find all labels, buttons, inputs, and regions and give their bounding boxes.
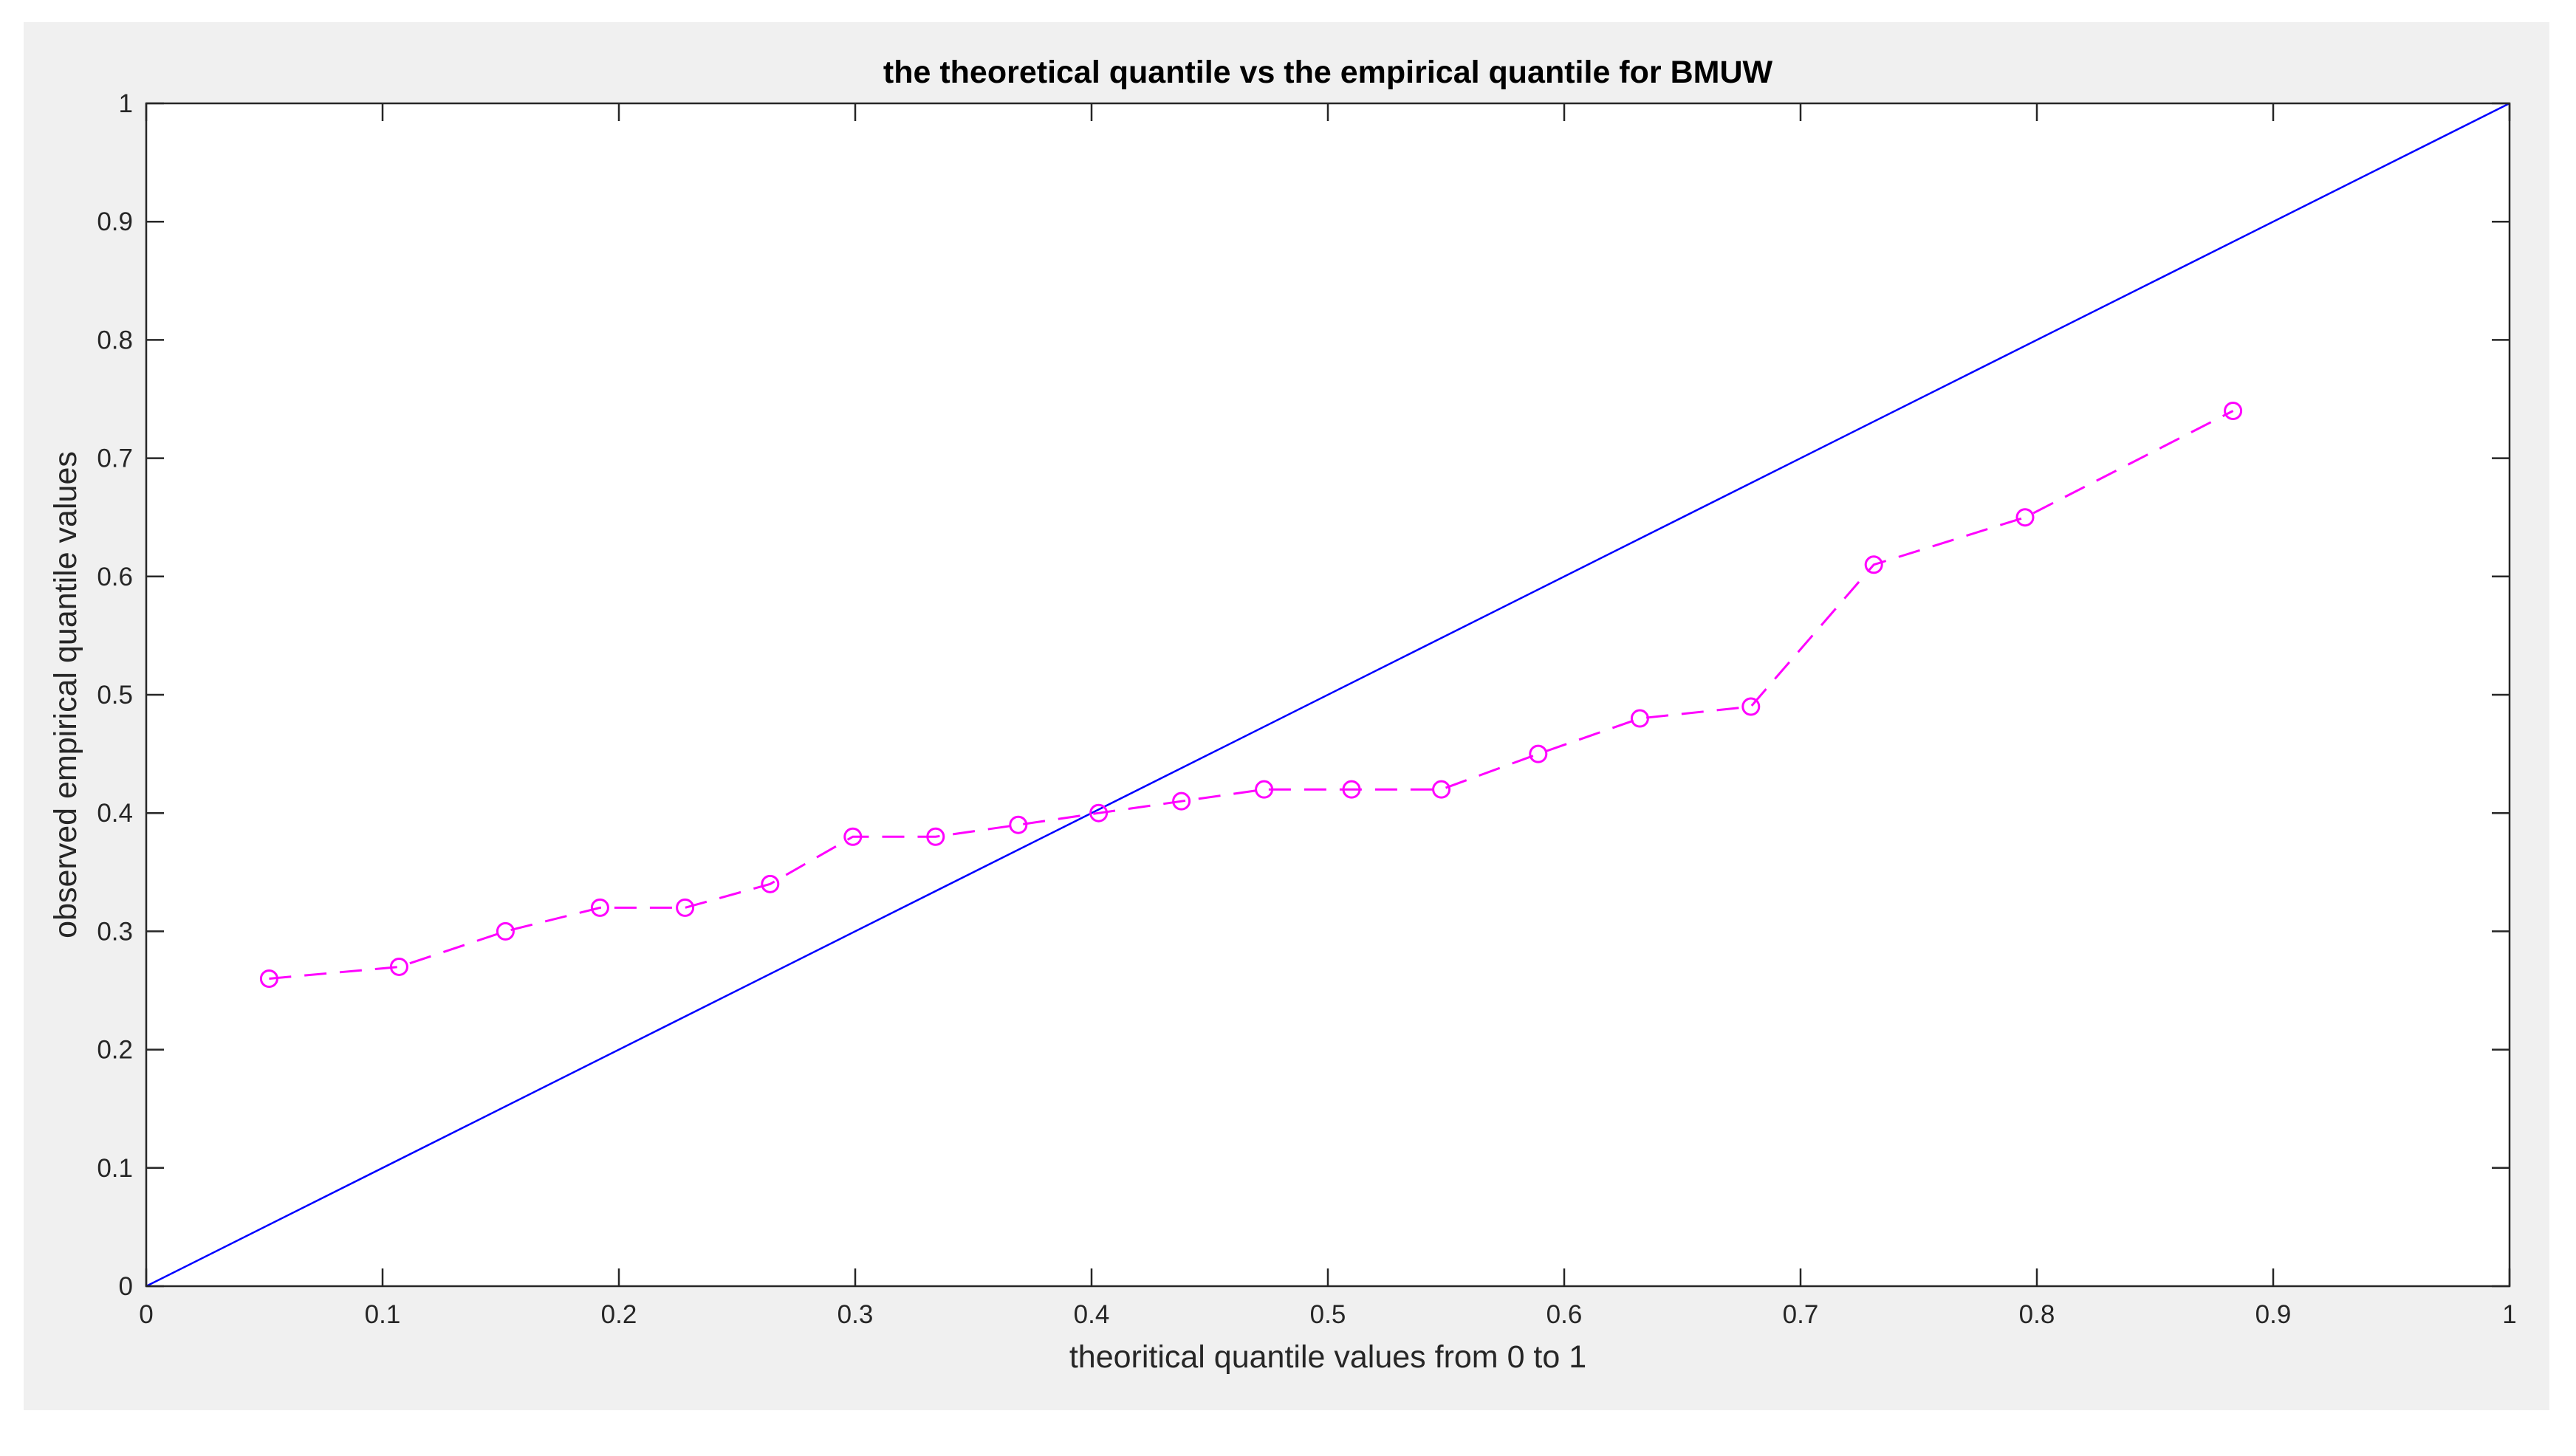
data-point-marker: [843, 827, 863, 846]
x-tick-label: 0.8: [2019, 1300, 2055, 1329]
y-tick-label: 0: [119, 1272, 133, 1301]
data-point-marker: [1089, 803, 1109, 823]
x-tick-label: 1: [2502, 1300, 2516, 1329]
ticks-layer: [145, 102, 2511, 1288]
data-point-marker: [1009, 815, 1028, 834]
data-point-marker: [2224, 402, 2243, 421]
y-tick-label: 0.5: [97, 681, 133, 710]
x-tick-labels: 0 0.1 0.2 0.3 0.4 0.5 0.6 0.7 0.8 0.9 1: [139, 1300, 2516, 1329]
data-point-marker: [926, 827, 945, 846]
x-tick-label: 0.5: [1310, 1300, 1346, 1329]
data-point-marker: [2015, 508, 2035, 527]
x-tick-label: 0: [139, 1300, 153, 1329]
y-tick-label: 0.9: [97, 207, 133, 236]
x-tick-label: 0.6: [1546, 1300, 1583, 1329]
data-point-marker: [496, 921, 515, 941]
data-point-marker: [389, 957, 408, 976]
series-layer: [145, 102, 2510, 1288]
data-point-marker: [1741, 697, 1761, 716]
x-tick-label: 0.7: [1783, 1300, 1819, 1329]
y-axis-label: observed empirical quantile values: [48, 451, 83, 938]
y-tick-labels: 0 0.1 0.2 0.3 0.4 0.5 0.6 0.7 0.8 0.9 1: [97, 89, 133, 1301]
y-tick-label: 0.3: [97, 917, 133, 946]
data-point-marker: [259, 969, 278, 988]
data-point-marker: [1342, 780, 1361, 799]
y-tick-label: 1: [119, 89, 133, 118]
data-point-marker: [1864, 555, 1883, 574]
data-point-marker: [1172, 791, 1191, 811]
x-tick-label: 0.1: [365, 1300, 401, 1329]
y-tick-label: 0.8: [97, 326, 133, 354]
x-tick-label: 0.4: [1074, 1300, 1110, 1329]
data-point-marker: [590, 898, 609, 917]
data-point-marker: [676, 898, 695, 917]
empirical-quantile-line: [269, 410, 2234, 980]
y-tick-label: 0.7: [97, 444, 133, 473]
data-point-marker: [1630, 709, 1649, 728]
x-tick-label: 0.3: [837, 1300, 874, 1329]
y-tick-label: 0.2: [97, 1036, 133, 1065]
data-point-marker: [761, 874, 780, 893]
data-point-marker: [1255, 780, 1274, 799]
y-tick-label: 0.4: [97, 799, 133, 828]
chart-title: the theoretical quantile vs the empirica…: [883, 55, 1773, 90]
data-point-marker: [1432, 780, 1451, 799]
y-tick-label: 0.1: [97, 1154, 133, 1183]
axes-box: [145, 102, 2511, 1288]
x-tick-label: 0.9: [2255, 1300, 2292, 1329]
y-tick-label: 0.6: [97, 563, 133, 591]
data-point-marker: [1529, 744, 1548, 763]
x-tick-label: 0.2: [601, 1300, 637, 1329]
x-axis-label: theoritical quantile values from 0 to 1: [1069, 1339, 1586, 1375]
reference-diagonal-line: [145, 102, 2510, 1288]
